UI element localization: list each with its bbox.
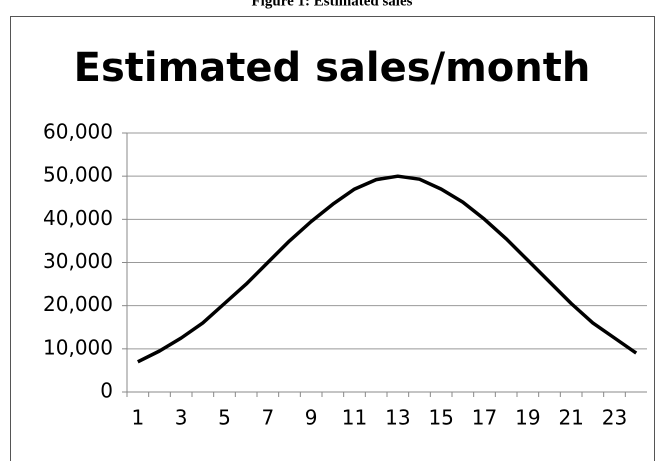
chart-title: Estimated sales/month: [74, 45, 591, 91]
x-tick-label: 23: [602, 406, 627, 430]
line: [137, 174, 638, 364]
x-tick-label: 21: [558, 406, 583, 430]
y-tick-label: 50,000: [43, 163, 113, 187]
x-tick-label: 13: [385, 406, 410, 430]
x-tick-label: 17: [472, 406, 497, 430]
x-tick-label: 15: [428, 406, 453, 430]
x-tick-label: 1: [131, 406, 144, 430]
y-tick-label: 10,000: [43, 335, 113, 359]
x-tick-label: 7: [261, 406, 274, 430]
x-tick-label: 11: [342, 406, 367, 430]
caption: Figure 1: Estimated sales: [252, 0, 413, 9]
x-tick-label: 19: [515, 406, 540, 430]
x-tick-label: 9: [305, 406, 318, 430]
chart-border: [10, 16, 655, 461]
y-tick-label: 20,000: [43, 292, 113, 316]
x-tick-label: 3: [175, 406, 188, 430]
y-tick-label: 0: [100, 379, 113, 403]
y-tick-label: 60,000: [43, 120, 113, 144]
y-tick-label: 30,000: [43, 249, 113, 273]
y-tick-label: 40,000: [43, 206, 113, 230]
x-tick-label: 5: [218, 406, 231, 430]
